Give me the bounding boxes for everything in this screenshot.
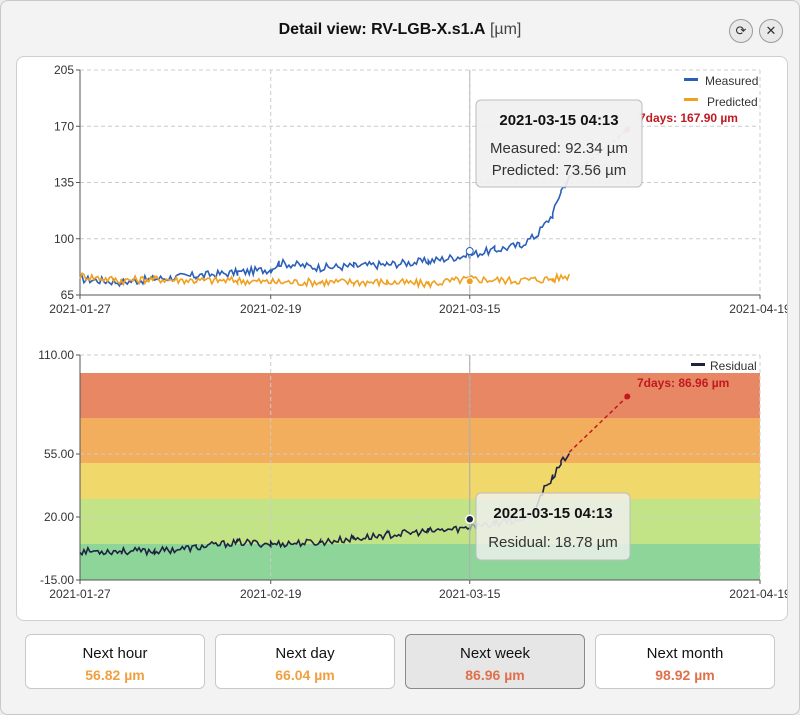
bottom-tooltip-residual: Residual: 18.78 µm bbox=[488, 534, 618, 551]
x-tick-label: 2021-01-27 bbox=[49, 302, 111, 316]
bottom-tooltip-time: 2021-03-15 04:13 bbox=[493, 505, 612, 522]
card-label: Next month bbox=[646, 645, 724, 662]
x-tick-label: 2021-02-19 bbox=[240, 302, 302, 316]
x-tick-label: 2021-03-15 bbox=[439, 587, 501, 601]
next-day-card[interactable]: Next day 66.04 µm bbox=[215, 634, 395, 689]
next-week-card[interactable]: Next week 86.96 µm bbox=[405, 634, 585, 689]
risk-band bbox=[80, 373, 760, 418]
risk-band bbox=[80, 499, 760, 544]
charts-panel: 205 170 135 100 65 2021-01-27 2021-02-19 2021-0… bbox=[16, 56, 791, 621]
refresh-icon: ⟳ bbox=[735, 23, 747, 38]
measured-hover-point bbox=[465, 247, 474, 256]
x-tick-label: 2021-03-15 bbox=[439, 302, 501, 316]
y-tick-label: 100 bbox=[54, 232, 74, 246]
predicted-legend-label: Predicted bbox=[707, 95, 758, 109]
predicted-line bbox=[79, 271, 571, 290]
bottom-legend: Residual bbox=[691, 359, 757, 373]
y-tick-label: 170 bbox=[54, 119, 74, 133]
card-value: 98.92 µm bbox=[655, 667, 715, 683]
top-forecast-label: 7days: 167.90 µm bbox=[639, 111, 738, 125]
risk-band bbox=[80, 418, 760, 463]
y-tick-label: 20.00 bbox=[44, 510, 74, 524]
bottom-forecast-label: 7days: 86.96 µm bbox=[637, 376, 729, 390]
residual-legend-swatch bbox=[691, 363, 705, 366]
close-button[interactable]: ✕ bbox=[759, 19, 783, 43]
bottom-tooltip-box bbox=[475, 492, 631, 561]
refresh-button[interactable]: ⟳ bbox=[729, 19, 753, 43]
card-label: Next day bbox=[275, 645, 335, 662]
y-tick-label: 135 bbox=[54, 176, 74, 190]
x-tick-label: 2021-04-19 bbox=[729, 302, 787, 316]
y-tick-label: -15.00 bbox=[40, 573, 74, 587]
risk-band bbox=[80, 544, 760, 580]
card-value: 56.82 µm bbox=[85, 667, 145, 683]
top-tooltip-measured: Measured: 92.34 µm bbox=[490, 140, 628, 157]
top-legend: Measured Predicted bbox=[684, 74, 758, 109]
card-value: 86.96 µm bbox=[465, 667, 525, 683]
window-title-unit: [µm] bbox=[489, 21, 522, 38]
risk-band bbox=[80, 463, 760, 499]
next-hour-card[interactable]: Next hour 56.82 µm bbox=[25, 634, 205, 689]
x-tick-label: 2021-04-19 bbox=[729, 587, 787, 601]
y-tick-label: 65 bbox=[61, 288, 75, 302]
residual-line bbox=[79, 525, 471, 557]
measured-line bbox=[79, 175, 571, 288]
x-tick-label: 2021-02-19 bbox=[240, 587, 302, 601]
measured-legend-label: Measured bbox=[705, 74, 758, 88]
forecast-point bbox=[624, 393, 631, 400]
top-tooltip-predicted: Predicted: 73.56 µm bbox=[492, 162, 627, 179]
measured-legend-swatch bbox=[684, 78, 698, 81]
risk-bands bbox=[80, 373, 760, 580]
next-month-card[interactable]: Next month 98.92 µm bbox=[595, 634, 775, 689]
predicted-legend-swatch bbox=[684, 98, 698, 101]
card-label: Next hour bbox=[82, 645, 148, 662]
residual-hover-point bbox=[465, 514, 475, 524]
top-tooltip-time: 2021-03-15 04:13 bbox=[499, 112, 618, 129]
top-chart-grid bbox=[79, 69, 761, 296]
y-tick-label: 205 bbox=[54, 63, 74, 77]
y-tick-label: 110.00 bbox=[38, 348, 74, 362]
bottom-tooltip: 2021-03-15 04:13 Residual: 18.78 µm bbox=[475, 492, 631, 561]
x-tick-label: 2021-01-27 bbox=[49, 587, 111, 601]
top-tooltip-box bbox=[475, 99, 643, 188]
y-tick-label: 55.00 bbox=[44, 447, 74, 461]
predicted-hover-point bbox=[465, 277, 474, 286]
window-title: Detail view: RV-LGB-X.s1.A [µm] bbox=[1, 21, 799, 39]
window-title-text: Detail view: RV-LGB-X.s1.A bbox=[278, 21, 486, 38]
top-tooltip: 2021-03-15 04:13 Measured: 92.34 µm Pred… bbox=[475, 99, 643, 188]
card-value: 66.04 µm bbox=[275, 667, 335, 683]
residual-legend-label: Residual bbox=[710, 359, 757, 373]
card-label: Next week bbox=[459, 645, 531, 662]
close-icon: ✕ bbox=[765, 23, 777, 38]
